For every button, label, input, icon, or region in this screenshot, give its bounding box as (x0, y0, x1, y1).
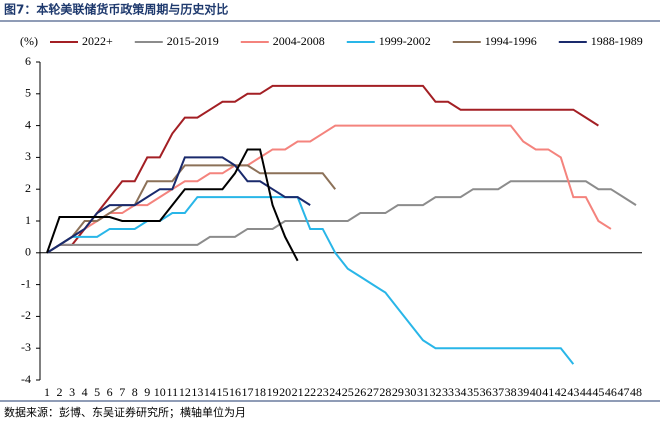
x-tick-label: 35 (467, 385, 479, 399)
x-tick-label: 48 (630, 385, 642, 399)
legend-label: 2004-2008 (273, 34, 325, 48)
x-tick-label: 17 (242, 385, 254, 399)
x-tick-label: 45 (592, 385, 604, 399)
x-tick-label: 37 (492, 385, 504, 399)
y-tick-label: 2 (25, 181, 31, 195)
x-tick-label: 22 (304, 385, 316, 399)
x-tick-label: 10 (154, 385, 166, 399)
x-tick-label: 12 (179, 385, 191, 399)
legend-label: 2022+ (82, 34, 113, 48)
x-tick-label: 46 (605, 385, 617, 399)
y-tick-label: -2 (21, 308, 31, 322)
series-line (46, 124, 612, 254)
x-tick-label: 43 (567, 385, 579, 399)
x-tick-label: 19 (267, 385, 279, 399)
x-tick-label: 30 (404, 385, 416, 399)
x-tick-label: 4 (82, 385, 88, 399)
x-tick-label: 16 (229, 385, 241, 399)
legend-label: 1999-2002 (379, 34, 431, 48)
y-tick-label: -3 (21, 340, 31, 354)
x-tick-label: 9 (144, 385, 150, 399)
x-tick-label: 39 (517, 385, 529, 399)
x-tick-label: 47 (617, 385, 629, 399)
series-line (46, 156, 311, 254)
y-axis-label: (%) (20, 34, 38, 48)
x-tick-label: 34 (455, 385, 467, 399)
x-tick-label: 23 (317, 385, 329, 399)
x-tick-label: 32 (429, 385, 441, 399)
x-tick-label: 5 (94, 385, 100, 399)
y-tick-label: -4 (21, 372, 31, 386)
y-tick-label: 5 (25, 86, 31, 100)
chart-title: 图7：本轮美联储货币政策周期与历史对比 (4, 2, 228, 17)
x-tick-label: 33 (442, 385, 454, 399)
x-tick-label: 31 (417, 385, 429, 399)
x-tick-label: 14 (204, 385, 216, 399)
x-tick-label: 36 (480, 385, 492, 399)
y-tick-label: 4 (25, 117, 31, 131)
x-tick-label: 24 (329, 385, 341, 399)
x-tick-label: 11 (167, 385, 179, 399)
series-line (46, 84, 599, 254)
y-tick-label: 0 (25, 245, 31, 259)
y-tick-label: 1 (25, 213, 31, 227)
x-tick-label: 28 (379, 385, 391, 399)
x-tick-label: 20 (279, 385, 291, 399)
x-tick-label: 7 (119, 385, 125, 399)
series-line (46, 164, 337, 254)
x-tick-label: 6 (107, 385, 113, 399)
x-tick-label: 27 (367, 385, 379, 399)
x-tick-label: 40 (530, 385, 542, 399)
series-line (46, 148, 299, 262)
x-tick-label: 25 (342, 385, 354, 399)
x-tick-label: 13 (191, 385, 203, 399)
y-tick-label: 3 (25, 149, 31, 163)
x-tick-label: 18 (254, 385, 266, 399)
legend-label: 1994-1996 (485, 34, 537, 48)
series-line (46, 180, 637, 254)
x-tick-label: 38 (505, 385, 517, 399)
series-line (46, 196, 575, 365)
x-tick-label: 29 (392, 385, 404, 399)
x-tick-label: 3 (69, 385, 75, 399)
x-tick-label: 2 (57, 385, 63, 399)
x-tick-label: 26 (354, 385, 366, 399)
legend-label: 1988-1989 (591, 34, 643, 48)
x-tick-label: 15 (216, 385, 228, 399)
x-tick-label: 44 (580, 385, 592, 399)
x-tick-label: 1 (44, 385, 50, 399)
x-tick-label: 42 (555, 385, 567, 399)
y-tick-label: -1 (21, 276, 31, 290)
legend-label: 2015-2019 (167, 34, 219, 48)
x-tick-label: 8 (132, 385, 138, 399)
x-tick-label: 21 (292, 385, 304, 399)
y-tick-label: 6 (25, 54, 31, 68)
x-tick-label: 41 (542, 385, 554, 399)
source: 数据来源：彭博、东吴证券研究所；横轴单位为月 (4, 405, 246, 419)
